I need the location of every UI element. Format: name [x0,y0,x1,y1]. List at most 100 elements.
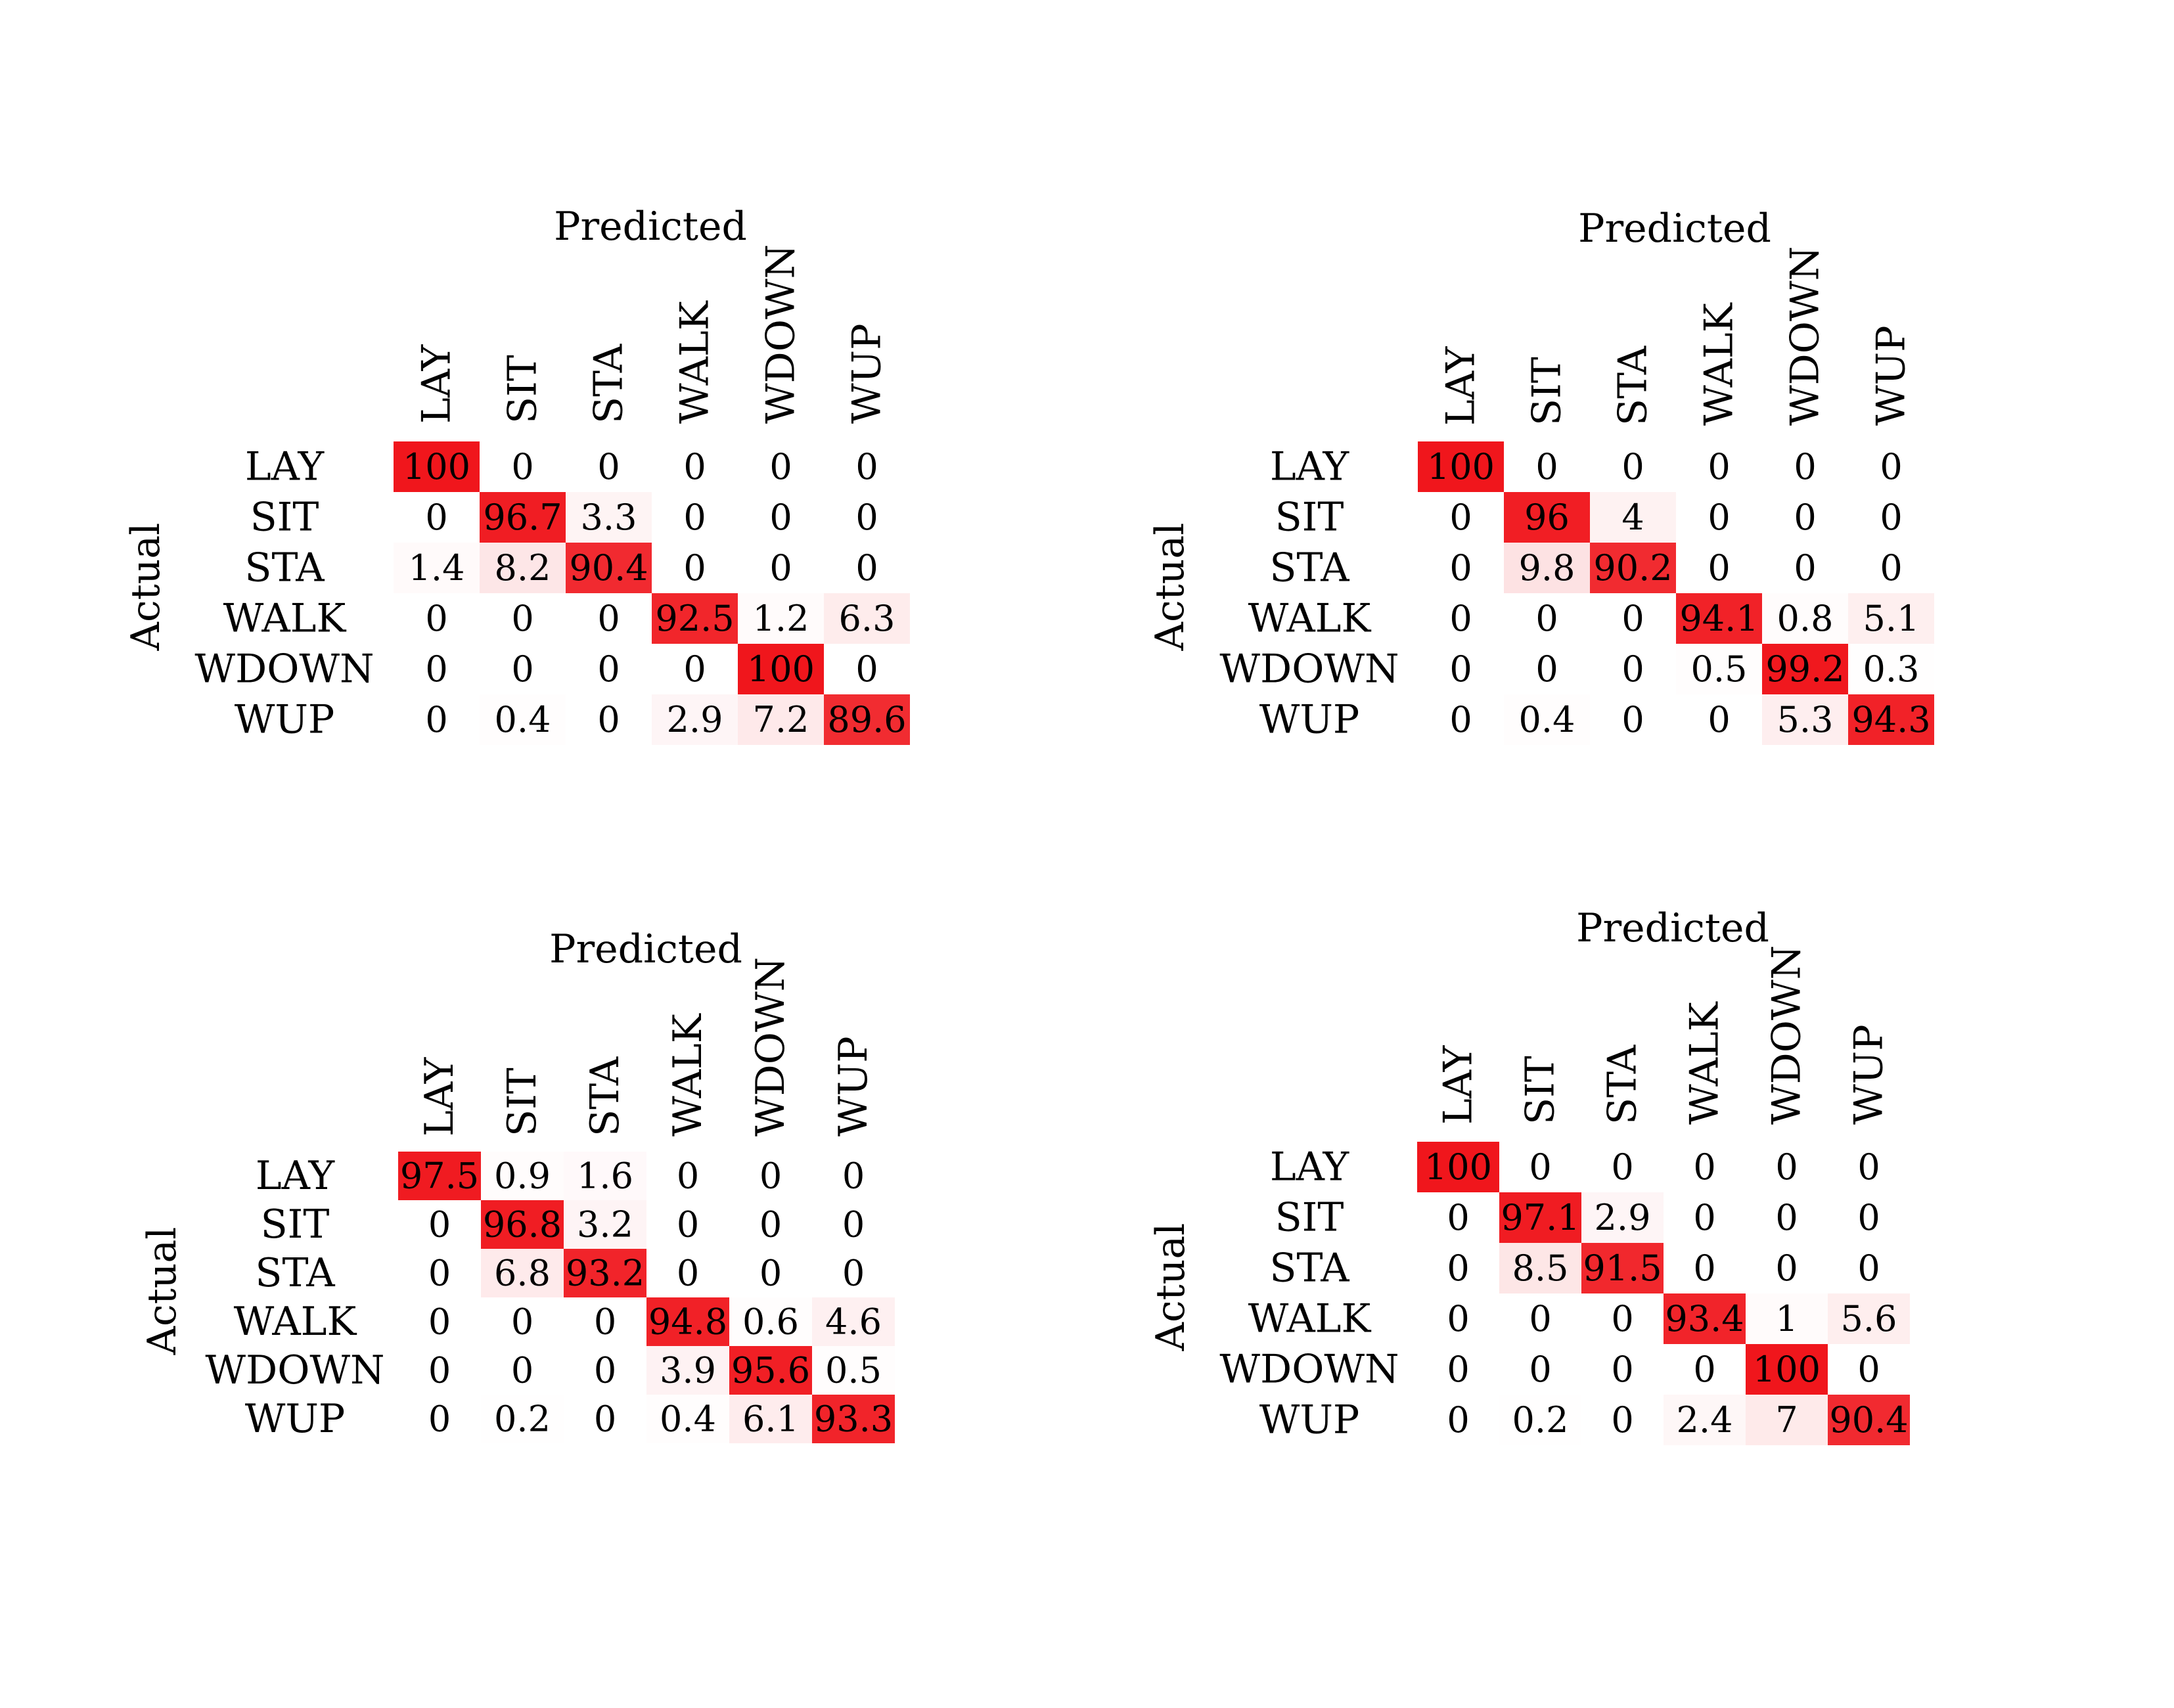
cell-value-label: 0.4 [1519,699,1575,740]
column-tick-label: SIT [1524,357,1570,426]
heatmap-cell [1418,441,1504,492]
cell-value-label: 0 [842,1156,865,1197]
cell-value-label: 8.5 [1512,1247,1569,1289]
row-tick-label: STA [255,1250,335,1296]
cell-value-label: 0 [511,1301,533,1343]
column-tick-label: WDOWN [758,244,804,424]
cell-value-label: 90.4 [569,547,648,589]
cell-value-label: 94.8 [648,1301,727,1343]
heatmap-cell [1828,1142,1910,1192]
cell-value-label: 7 [1775,1399,1798,1441]
heatmap-cell [646,1249,729,1297]
heatmap-cell [652,644,738,694]
heatmap-cell [480,644,566,694]
heatmap-cell [1581,1395,1664,1445]
heatmap-cell [1746,1142,1828,1192]
cell-value-label: 3.3 [581,497,637,538]
cell-value-label: 0 [511,446,533,487]
cell-value-label: 0 [1708,446,1730,487]
cell-value-label: 97.5 [400,1156,479,1197]
cell-value-label: 93.2 [566,1253,645,1294]
heatmap-cell [398,1152,481,1200]
heatmap-cell [812,1200,895,1249]
heatmap-cell [1828,1192,1910,1243]
heatmap-cell [1762,441,1848,492]
cell-value-label: 0.4 [660,1399,716,1440]
column-tick-label: LAY [1438,346,1484,426]
row-tick-label: WUP [235,697,335,743]
heatmap-cell [1499,1142,1581,1192]
cell-value-label: 95.6 [731,1350,810,1391]
heatmap-cell [1664,1293,1746,1344]
heatmap-cell [1499,1192,1581,1243]
cell-value-label: 90.2 [1593,547,1672,589]
heatmap-cell [1762,593,1848,644]
heatmap-cell [1504,644,1590,694]
heatmap-cell [1504,492,1590,543]
heatmap-cell [394,492,480,543]
heatmap-cell [1828,1344,1910,1395]
cell-value-label: 0 [769,547,792,589]
row-tick-label: STA [1269,545,1349,591]
heatmap-cell [1828,1243,1910,1293]
column-tick-label: WUP [1846,1024,1892,1125]
heatmap-cell [1417,1243,1499,1293]
chart-title: Predicted [1576,905,1769,951]
cell-value-label: 0 [1447,1247,1469,1289]
column-tick-label: WALK [665,1013,711,1136]
cell-value-label: 3.9 [660,1350,716,1391]
cell-value-label: 0 [769,497,792,538]
cell-value-label: 0 [683,446,706,487]
heatmap-cell [1676,543,1762,593]
cell-value-label: 0 [683,497,706,538]
cell-value-label: 0 [759,1156,782,1197]
row-tick-label: WDOWN [1219,646,1399,692]
row-tick-label: SIT [250,495,319,541]
cell-value-label: 0 [1449,497,1472,538]
row-tick-label: WALK [1248,596,1372,642]
heatmap-cell [564,1346,646,1395]
heatmap-cell [1828,1293,1910,1344]
cell-value-label: 0 [1693,1349,1715,1390]
heatmap-cell [481,1200,564,1249]
heatmap-cell [1676,441,1762,492]
column-tick-label: LAY [417,1056,463,1136]
heatmap-cell [1746,1293,1828,1344]
cell-value-label: 96.8 [483,1204,562,1246]
heatmap-cell [1590,593,1676,644]
heatmap-cell [1664,1395,1746,1445]
cell-value-label: 0.6 [742,1301,799,1343]
heatmap-cell [1664,1344,1746,1395]
cell-value-label: 1.6 [577,1156,633,1197]
heatmap-cell [1581,1243,1664,1293]
heatmap-cell [824,543,910,593]
heatmap-cell [394,644,480,694]
heatmap-cell [1746,1395,1828,1445]
cell-value-label: 0.3 [1863,648,1920,690]
cell-value-label: 1 [1775,1298,1798,1339]
cell-value-label: 0 [1693,1247,1715,1289]
heatmap-cell [564,1297,646,1346]
heatmap-cell [480,694,566,745]
cell-value-label: 0 [428,1350,451,1391]
cell-value-label: 0 [1447,1349,1469,1390]
heatmap-cell [1590,441,1676,492]
heatmap-cell [398,1346,481,1395]
heatmap-cell [1417,1293,1499,1344]
cell-value-label: 0 [1880,497,1902,538]
cell-value-label: 9.8 [1519,547,1575,589]
column-tick-label: STA [582,1056,628,1136]
row-tick-label: WUP [1259,697,1360,743]
heatmap-cell [1581,1293,1664,1344]
heatmap-cell [1581,1192,1664,1243]
heatmap-cell [481,1297,564,1346]
row-tick-label: LAY [256,1153,336,1199]
cell-value-label: 100 [747,648,815,690]
heatmap-cell [729,1297,812,1346]
heatmap-cell [1676,492,1762,543]
column-tick-label: WUP [1868,325,1914,426]
column-tick-label: STA [1600,1045,1646,1125]
heatmap-cell [564,1152,646,1200]
cell-value-label: 0 [1449,648,1472,690]
cell-value-label: 0 [1794,497,1816,538]
